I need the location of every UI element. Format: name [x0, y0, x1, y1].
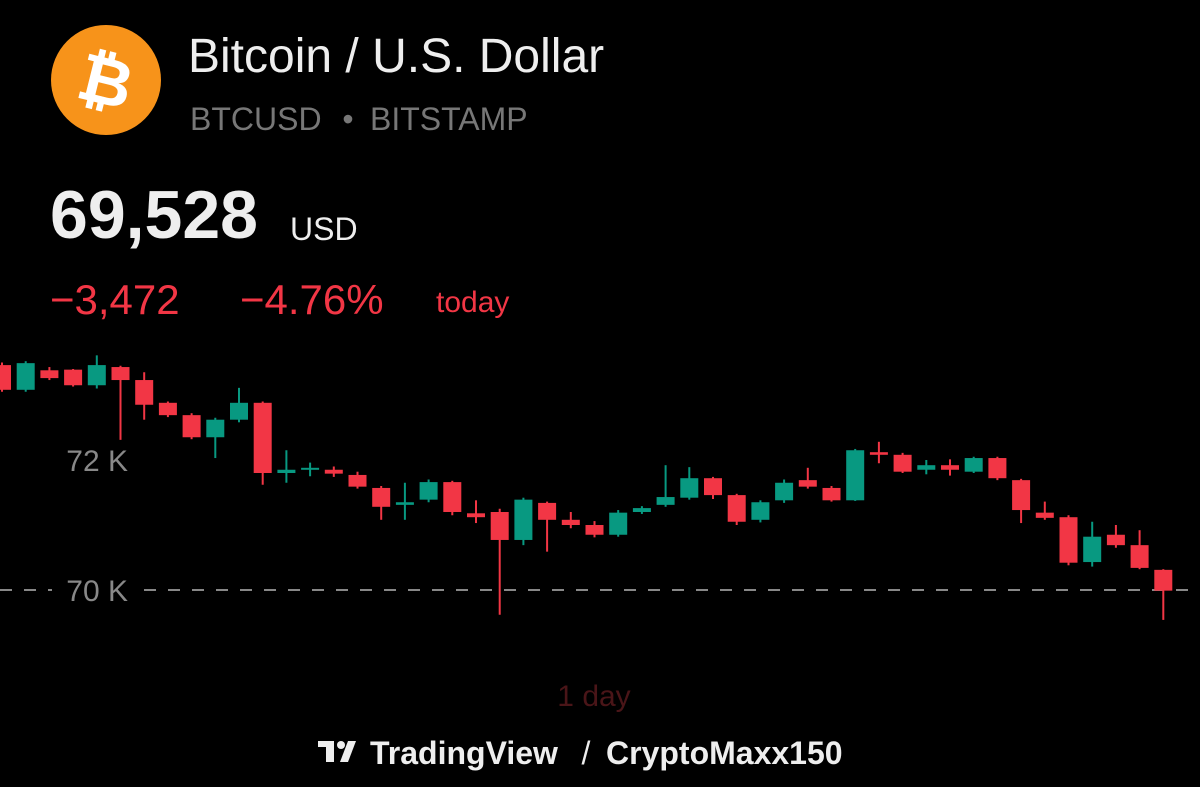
candle-body [538, 502, 557, 520]
title: Bitcoin / U.S. Dollar [188, 30, 604, 83]
candle-body [490, 512, 509, 540]
candle-body [869, 452, 888, 455]
candle-body [111, 367, 130, 381]
separator: • [342, 101, 353, 137]
tv-logo-slash [340, 741, 356, 762]
candle-body [467, 513, 485, 518]
candle-body [64, 369, 83, 386]
candle-body [324, 469, 343, 474]
candle-body [206, 419, 225, 438]
candle-body [704, 478, 722, 496]
candle-body [1012, 480, 1031, 511]
candle-body [751, 502, 770, 520]
candle-body [609, 512, 628, 535]
candle-body [1130, 545, 1149, 568]
candle-body [917, 465, 936, 470]
tv-logo [318, 741, 356, 762]
candle-body [135, 380, 154, 405]
brand: TradingView [370, 735, 558, 771]
candle-body [253, 402, 272, 473]
candle-body [988, 458, 1007, 479]
candle-body [230, 402, 248, 420]
footer-separator: / [582, 735, 591, 771]
plot: 70 K 72 K [0, 355, 1200, 620]
y-tick-label: 70 K [66, 575, 128, 608]
candle-body [964, 458, 983, 472]
tick-label-bg [52, 442, 134, 478]
candle-body [941, 465, 959, 470]
candle-body [16, 363, 35, 390]
change: −3,472 [50, 276, 180, 323]
candle-body [443, 482, 462, 512]
candle-body [419, 482, 438, 500]
candle-body [348, 474, 367, 487]
author: CryptoMaxx150 [606, 735, 843, 771]
exchange: BITSTAMP [370, 101, 528, 137]
candle-body [395, 502, 414, 505]
tick-label-bg [52, 572, 134, 608]
candle-body [893, 454, 912, 472]
tv-logo-stem [326, 741, 334, 762]
candle-body [158, 402, 177, 416]
logo: ₿ [51, 25, 161, 135]
candle-body [1154, 569, 1173, 591]
tv-logo-dot [337, 741, 345, 749]
change-percent: −4.76% [240, 276, 384, 323]
interval: 1 day [557, 680, 630, 713]
candle-body [1035, 512, 1054, 518]
candle-body [182, 415, 201, 438]
candle-body [301, 467, 320, 470]
price: 69,528 [50, 177, 258, 253]
candle-body [1106, 534, 1125, 546]
candle-body [514, 499, 533, 540]
candle-body [775, 482, 794, 501]
candle-body [656, 497, 675, 505]
symbol: BTCUSD [190, 101, 322, 137]
candle-body [798, 480, 817, 487]
y-tick-label: 72 K [66, 445, 128, 478]
candle-body [822, 487, 841, 501]
candle-body [680, 478, 699, 498]
currency: USD [290, 211, 358, 247]
candle-body [40, 370, 59, 379]
candle-body [1059, 517, 1078, 563]
logo-circle [51, 25, 161, 135]
candle-body [632, 508, 651, 512]
candle-body [561, 519, 580, 525]
candle-body [1083, 536, 1102, 563]
candle-body [846, 450, 865, 501]
candle-body [277, 469, 296, 473]
candle-body [585, 525, 604, 535]
candle-body [0, 365, 11, 390]
period: today [436, 286, 509, 319]
candle-body [372, 487, 391, 507]
candle-body [87, 365, 106, 386]
candle-body [727, 495, 746, 522]
